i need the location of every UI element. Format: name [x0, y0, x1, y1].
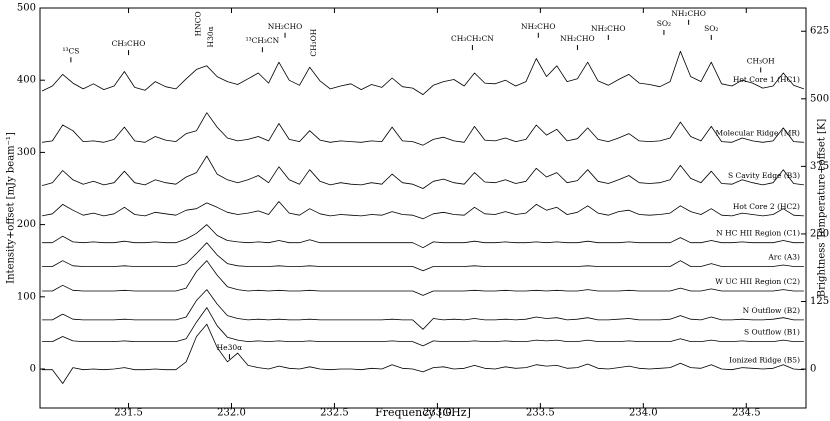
traces	[41, 50, 805, 384]
annotation: H30α	[206, 26, 215, 47]
annotation: SO₂	[657, 19, 671, 28]
spectrum-line	[41, 50, 805, 95]
annotation: NH₂CHO	[671, 9, 706, 18]
y2-axis-label: Brightness Temperature+offset [K]	[817, 119, 828, 298]
spectrum-line	[42, 307, 804, 347]
spectrum-line	[42, 289, 804, 330]
spectrum-line	[42, 201, 804, 220]
plot-frame	[39, 7, 807, 409]
annotation: CH₃CH₂CN	[451, 34, 494, 43]
annotation: HNCO	[194, 11, 203, 36]
annotation: NH₂CHO	[591, 24, 626, 33]
x-tick-label: 232.5	[320, 407, 349, 418]
y2-tick-label: 250	[810, 228, 829, 239]
series-label: Arc (A3)	[767, 252, 800, 261]
y-tick-label: 200	[17, 219, 36, 230]
annotation: ¹³CS	[62, 46, 79, 55]
x-tick-label: 233.0	[423, 407, 452, 418]
annotation: He30α	[217, 343, 243, 352]
series-label: N HC HII Region (C1)	[716, 229, 800, 238]
x-tick-label: 234.0	[629, 407, 658, 418]
series-label: W UC HII Region (C2)	[715, 277, 800, 286]
y-tick-label: 400	[17, 75, 36, 86]
y-tick-label: 300	[17, 147, 36, 158]
y-tick-label: 0	[30, 364, 36, 375]
y-tick-label: 100	[17, 291, 36, 302]
x-tick-label: 234.5	[732, 407, 761, 418]
y-axis-label: Intensity+offset [mJy beam⁻¹]	[6, 132, 17, 284]
x-tick-label: 232.0	[217, 407, 246, 418]
series-label: Ionized Ridge (B5)	[729, 356, 800, 365]
spectrum-line	[42, 323, 804, 384]
x-tick-label: 233.5	[526, 407, 555, 418]
y2-tick-label: 125	[810, 296, 829, 307]
x-axis-label: Frequency [GHz]	[375, 406, 471, 419]
series-label: Molecular Ridge (MR)	[715, 128, 800, 137]
annotation: CH₃OH	[747, 56, 775, 65]
spectrum-line	[42, 224, 804, 249]
series-label: Hot Core 2 (HC2)	[733, 202, 800, 211]
series-label: S Outflow (B1)	[744, 328, 800, 337]
spectrum-line	[41, 155, 804, 189]
annotation: NH₂CHO	[560, 34, 595, 43]
y2-tick-label: 0	[810, 364, 816, 375]
series-label: N Outflow (B2)	[743, 306, 800, 315]
y2-tick-label: 500	[810, 93, 829, 104]
spectrum-line	[42, 112, 804, 146]
annotation: CH₃OH	[309, 28, 318, 56]
y-tick-label: 500	[17, 3, 36, 14]
annotation: CH₃CHO	[112, 39, 146, 48]
annotation: NH₂CHO	[521, 22, 556, 31]
annotation: SO₂	[704, 24, 718, 33]
spectrum-line	[42, 260, 804, 296]
y2-tick-label: 375	[810, 161, 829, 172]
series-label: Hot Core 1 (HC1)	[733, 75, 800, 84]
x-tick-label: 231.5	[114, 407, 143, 418]
annotation: ¹³CH₃CN	[246, 36, 280, 45]
y2-tick-label: 625	[810, 26, 829, 37]
series-label: S Cavity Edge (B3)	[728, 171, 800, 180]
spectrum-line	[42, 242, 804, 272]
annotation: NH₂CHO	[268, 22, 303, 31]
